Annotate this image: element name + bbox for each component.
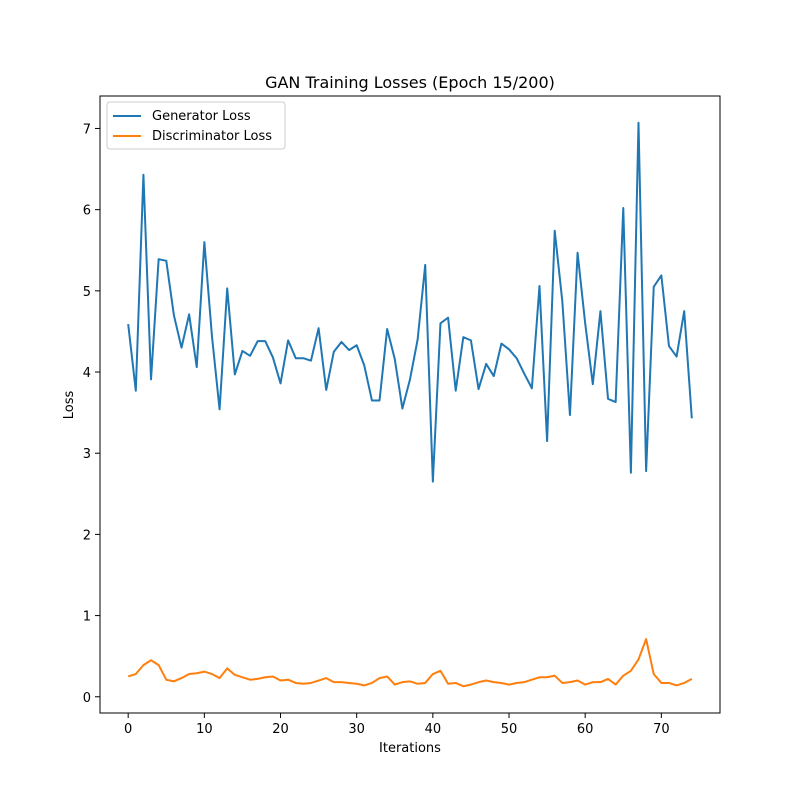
series-line-0 — [127, 121, 693, 483]
chart-title: GAN Training Losses (Epoch 15/200) — [265, 73, 555, 92]
x-axis-label: Iterations — [379, 741, 441, 756]
y-tick-label: 3 — [83, 447, 91, 462]
legend-label-generator: Generator Loss — [152, 109, 251, 124]
y-tick-label: 6 — [83, 204, 91, 219]
plot-area: 0 10 20 30 40 50 60 70 0 1 2 3 4 5 6 7 — [83, 95, 721, 737]
y-tick-label: 1 — [83, 610, 91, 625]
x-tick-label: 10 — [196, 722, 213, 737]
x-tick-label: 40 — [425, 722, 442, 737]
y-tick-label: 7 — [83, 122, 91, 137]
legend-box — [106, 101, 286, 150]
legend: Generator Loss Discriminator Loss — [106, 101, 286, 150]
x-tick-label: 50 — [501, 722, 518, 737]
x-tick-label: 0 — [124, 722, 132, 737]
y-tick-label: 4 — [83, 366, 91, 381]
axes-frame — [99, 95, 721, 714]
legend-label-discriminator: Discriminator Loss — [152, 129, 272, 144]
y-tick-label: 0 — [83, 691, 91, 706]
x-tick-label: 60 — [577, 722, 594, 737]
y-axis-label: Loss — [62, 391, 77, 420]
x-tick-label: 70 — [653, 722, 670, 737]
series-line-1 — [127, 638, 693, 688]
y-tick-label: 2 — [83, 528, 91, 543]
y-tick-label: 5 — [83, 285, 91, 300]
x-tick-label: 20 — [272, 722, 289, 737]
x-tick-label: 30 — [348, 722, 365, 737]
